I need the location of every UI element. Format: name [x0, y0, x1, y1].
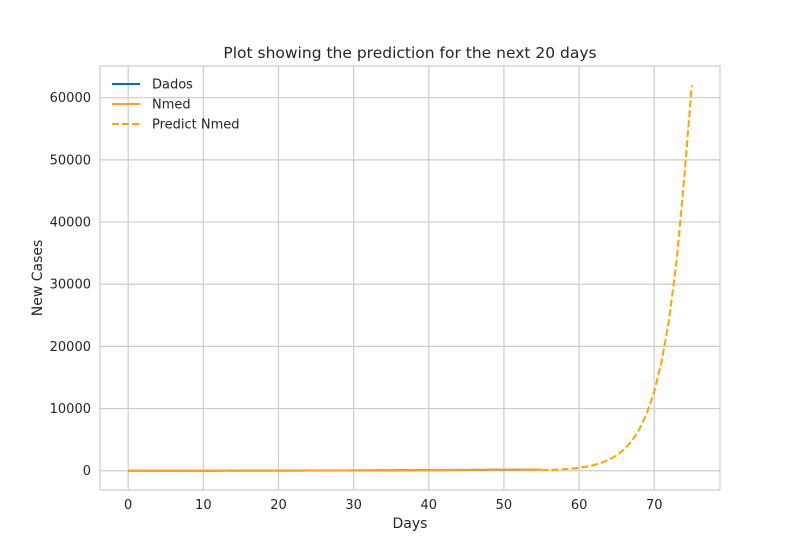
chart-title: Plot showing the prediction for the next…: [223, 44, 596, 62]
plot-frame: [99, 65, 721, 491]
x-tick-label: 50: [496, 498, 513, 513]
y-tick-label: 50000: [50, 153, 91, 168]
x-tick-label: 40: [421, 498, 438, 513]
y-axis-label: New Cases: [30, 240, 46, 317]
series-line-predict-nmed: [541, 85, 693, 472]
y-tick-label: 60000: [50, 91, 91, 106]
x-tick-label: 70: [646, 498, 663, 513]
x-tick-labels: 0 10 20 30 40 50 60 70: [124, 498, 662, 513]
legend-label: Predict Nmed: [152, 118, 240, 133]
series-layer: [128, 85, 693, 472]
legend-label: Dados: [152, 78, 193, 93]
x-tick-label: 60: [571, 498, 588, 513]
y-tick-label: 10000: [50, 402, 91, 417]
y-tick-label: 0: [83, 464, 91, 479]
y-tick-label: 20000: [50, 340, 91, 355]
x-tick-label: 20: [270, 498, 287, 513]
x-tick-label: 30: [345, 498, 362, 513]
x-tick-label: 0: [124, 498, 132, 513]
legend: Dados Nmed Predict Nmed: [112, 78, 240, 133]
series-line-nmed: [128, 468, 542, 472]
x-axis-label: Days: [393, 516, 428, 532]
y-tick-label: 30000: [50, 278, 91, 293]
y-tick-label: 40000: [50, 216, 91, 231]
y-tick-labels: 0 10000 20000 30000 40000 50000 60000: [50, 91, 91, 479]
x-tick-label: 10: [195, 498, 212, 513]
legend-label: Nmed: [152, 98, 191, 113]
